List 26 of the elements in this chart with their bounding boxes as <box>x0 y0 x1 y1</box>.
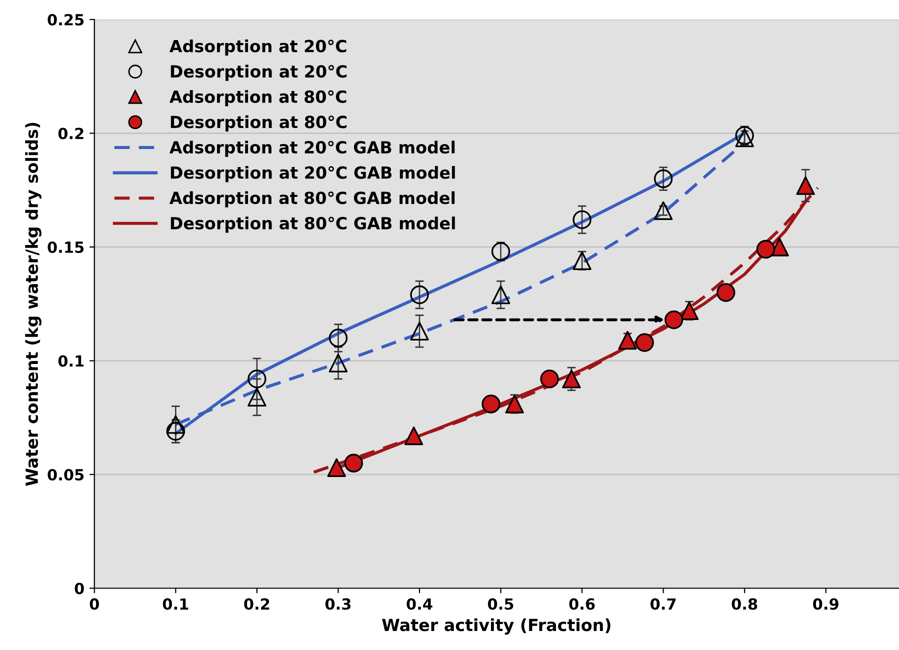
x-tick-label: 0.6 <box>569 598 595 610</box>
y-tick-label: 0.2 <box>58 128 84 140</box>
legend-label: Desorption at 80°C GAB model <box>170 216 455 233</box>
legend-label: Desorption at 20°C GAB model <box>170 166 455 182</box>
legend-label: Adsorption at 80°C <box>169 90 346 106</box>
x-tick-label: 0.3 <box>325 598 351 610</box>
y-tick-label: 0.25 <box>48 14 84 26</box>
legend-label: Adsorption at 80°C GAB model <box>169 191 455 208</box>
legend-label: Adsorption at 20°C <box>169 40 346 56</box>
x-tick-label: 0 <box>90 598 99 610</box>
legend-label: Adsorption at 20°C GAB model <box>169 140 455 157</box>
x-tick-label: 0.1 <box>162 598 188 610</box>
x-tick-label: 0.9 <box>813 598 838 610</box>
legend-label: Desorption at 80°C <box>170 115 347 132</box>
y-tick-label: 0.05 <box>48 468 84 481</box>
x-axis-title: Water activity (Fraction) <box>382 618 610 635</box>
x-tick-label: 0.8 <box>732 598 758 610</box>
y-tick-label: 0 <box>74 582 84 594</box>
y-axis-title: Water content (kg water/kg dry solids) <box>25 122 42 486</box>
x-tick-label: 0.5 <box>488 598 514 610</box>
x-tick-label: 0.4 <box>406 598 432 610</box>
x-tick-label: 0.7 <box>650 598 676 610</box>
y-tick-label: 0.1 <box>58 355 84 367</box>
legend-label: Desorption at 20°C <box>170 64 347 81</box>
x-tick-label: 0.2 <box>244 598 270 610</box>
y-tick-label: 0.15 <box>48 241 84 254</box>
